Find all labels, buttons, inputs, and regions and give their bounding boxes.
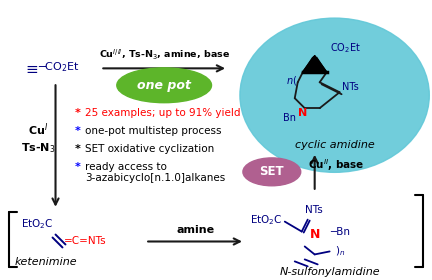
Text: Cu$^{II}$, base: Cu$^{II}$, base	[308, 157, 364, 173]
Text: cyclic amidine: cyclic amidine	[295, 140, 375, 150]
Text: $n($: $n($	[286, 74, 298, 87]
Text: *: *	[76, 126, 85, 136]
Text: Cu$^{I/II}$, Ts-N$_3$, amine, base: Cu$^{I/II}$, Ts-N$_3$, amine, base	[98, 48, 230, 62]
Text: one-pot multistep process: one-pot multistep process	[86, 126, 222, 136]
Text: amine: amine	[176, 225, 214, 235]
Text: 25 examples; up to 91% yield: 25 examples; up to 91% yield	[86, 108, 241, 118]
Text: $)_n$: $)_n$	[335, 245, 345, 258]
Text: N-sulfonylamidine: N-sulfonylamidine	[280, 267, 380, 277]
Text: Cu$^{I}$: Cu$^{I}$	[29, 122, 49, 138]
Text: *: *	[76, 144, 85, 154]
Text: EtO$_2$C: EtO$_2$C	[250, 213, 283, 227]
Text: N: N	[298, 108, 307, 118]
Text: NTs: NTs	[342, 82, 359, 92]
Text: SET: SET	[260, 165, 284, 178]
Text: *: *	[76, 108, 85, 118]
Text: SET oxidative cyclization: SET oxidative cyclization	[86, 144, 215, 154]
Ellipse shape	[240, 18, 429, 172]
Text: Bn: Bn	[283, 113, 296, 123]
Text: *: *	[76, 162, 85, 172]
Text: ready access to
3-azabicyclo[n.1.0]alkanes: ready access to 3-azabicyclo[n.1.0]alkan…	[86, 162, 226, 183]
Polygon shape	[303, 57, 327, 72]
Text: ─Bn: ─Bn	[330, 227, 349, 237]
Text: EtO$_2$C: EtO$_2$C	[21, 218, 53, 232]
Text: =C=NTs: =C=NTs	[64, 237, 106, 246]
Ellipse shape	[117, 68, 212, 103]
Ellipse shape	[243, 158, 301, 186]
Text: CO$_2$Et: CO$_2$Et	[330, 41, 361, 55]
Text: N: N	[309, 228, 320, 241]
Text: $\equiv$: $\equiv$	[22, 61, 39, 76]
Text: Ts-N$_3$: Ts-N$_3$	[21, 141, 56, 155]
Text: ─CO$_2$Et: ─CO$_2$Et	[38, 60, 79, 74]
Text: ketenimine: ketenimine	[14, 257, 77, 267]
Text: one pot: one pot	[137, 79, 191, 92]
Text: NTs: NTs	[305, 205, 322, 215]
